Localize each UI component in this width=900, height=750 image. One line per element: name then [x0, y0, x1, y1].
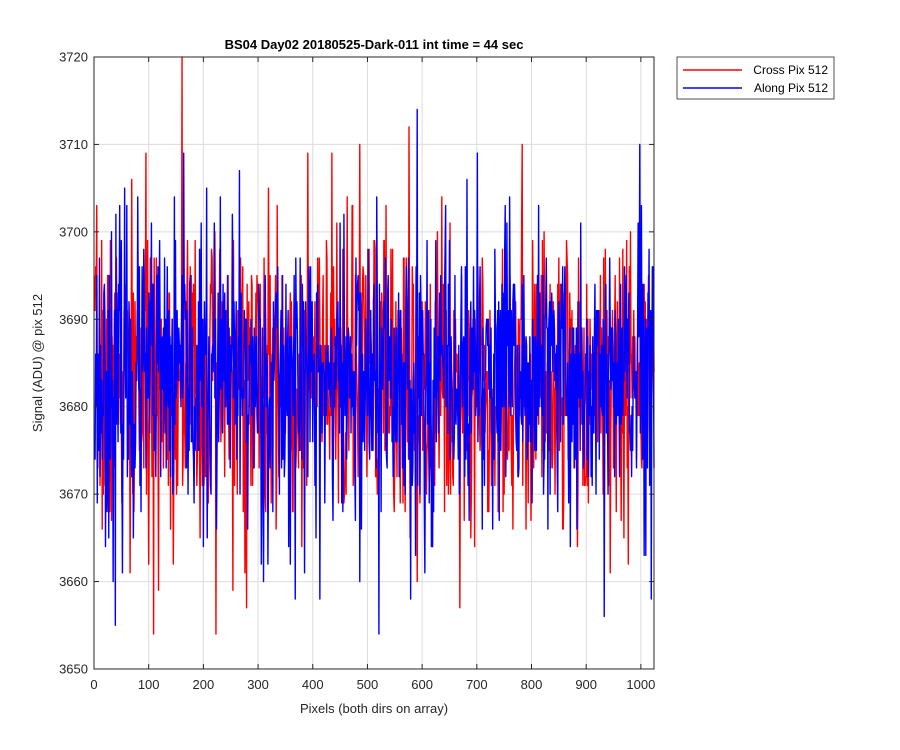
series-layer [93, 56, 655, 635]
y-tick-label: 3650 [59, 662, 88, 677]
x-axis-label: Pixels (both dirs on array) [300, 701, 448, 716]
x-tick-label: 400 [302, 677, 324, 692]
y-tick-label: 3720 [59, 50, 88, 65]
legend-box [676, 56, 835, 100]
y-tick-label: 3680 [59, 399, 88, 414]
y-axis-label: Signal (ADU) @ pix 512 [30, 294, 45, 432]
y-tick-label: 3670 [59, 487, 88, 502]
x-tick-label: 1000 [626, 677, 655, 692]
x-tick-label: 200 [193, 677, 215, 692]
legend: Cross Pix 512 Along Pix 512 [676, 56, 835, 100]
chart-title: BS04 Day02 20180525-Dark-011 int time = … [225, 37, 524, 52]
y-tick-label: 3710 [59, 137, 88, 152]
x-tick-label: 900 [575, 677, 597, 692]
y-tick-label: 3660 [59, 574, 88, 589]
legend-label-along: Along Pix 512 [754, 81, 828, 95]
plot-box [93, 56, 655, 670]
x-tick-label: 300 [247, 677, 269, 692]
x-tick-label: 800 [521, 677, 543, 692]
x-tick-label: 0 [90, 677, 97, 692]
axis-ticks: 0 100 200 300 400 500 600 700 800 900 1000 3650 3660… [59, 50, 655, 693]
y-tick-label: 3700 [59, 224, 88, 239]
x-tick-label: 500 [357, 677, 379, 692]
x-tick-label: 600 [411, 677, 433, 692]
y-tick-label: 3690 [59, 312, 88, 327]
series-line-1 [94, 108, 655, 635]
legend-label-cross: Cross Pix 512 [753, 63, 828, 77]
x-tick-label: 700 [466, 677, 488, 692]
x-tick-label: 100 [138, 677, 160, 692]
